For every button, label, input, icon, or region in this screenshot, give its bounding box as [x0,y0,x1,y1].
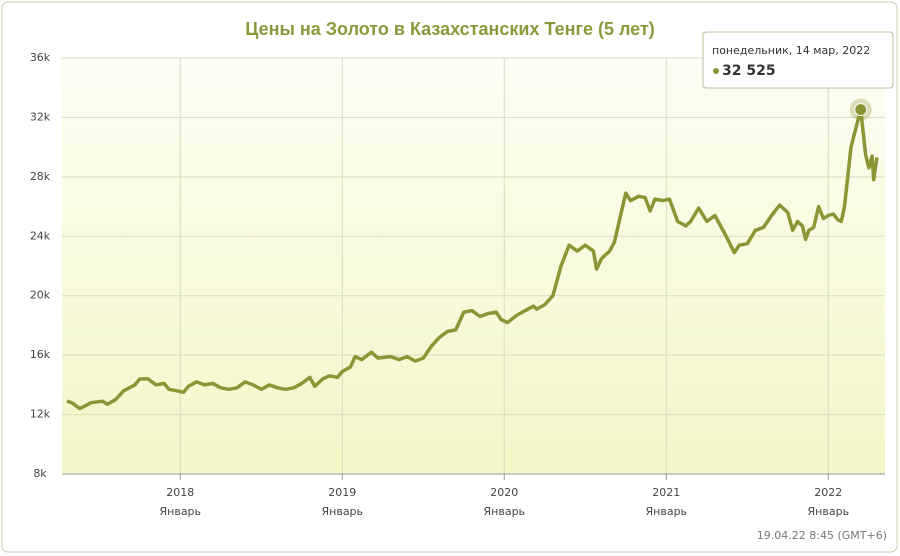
x-tick-sublabel: Январь [484,505,526,518]
tooltip-dot [713,68,719,74]
y-tick-label: 16k [30,348,51,361]
y-tick-label: 24k [30,229,51,242]
plot-area [62,58,885,474]
tooltip-box [702,31,894,89]
y-tick-label: 36k [30,51,51,64]
y-tick-label: 32k [30,110,51,123]
x-tick-label: 2022 [814,486,842,499]
x-tick-label: 2020 [490,486,518,499]
x-tick-label: 2018 [166,486,194,499]
timestamp: 19.04.22 8:45 (GMT+6) [757,529,887,542]
tooltip-title: понедельник, 14 мар, 2022 [712,44,870,57]
x-tick-sublabel: Январь [646,505,688,518]
highlight-point [854,103,868,117]
tooltip: понедельник, 14 мар, 2022 32 525 [702,31,894,89]
y-tick-label: 8k [33,467,47,480]
y-tick-label: 12k [30,408,51,421]
tooltip-value: 32 525 [722,63,776,79]
x-tick-label: 2019 [328,486,356,499]
x-tick-sublabel: Январь [808,505,850,518]
x-tick-sublabel: Январь [322,505,364,518]
x-tick-label: 2021 [652,486,680,499]
y-tick-label: 20k [30,289,51,302]
y-tick-label: 28k [30,170,51,183]
x-tick-sublabel: Январь [160,505,202,518]
price-line [66,107,879,411]
chart-title: Цены на Золото в Казахстанских Тенге (5 … [245,19,655,39]
